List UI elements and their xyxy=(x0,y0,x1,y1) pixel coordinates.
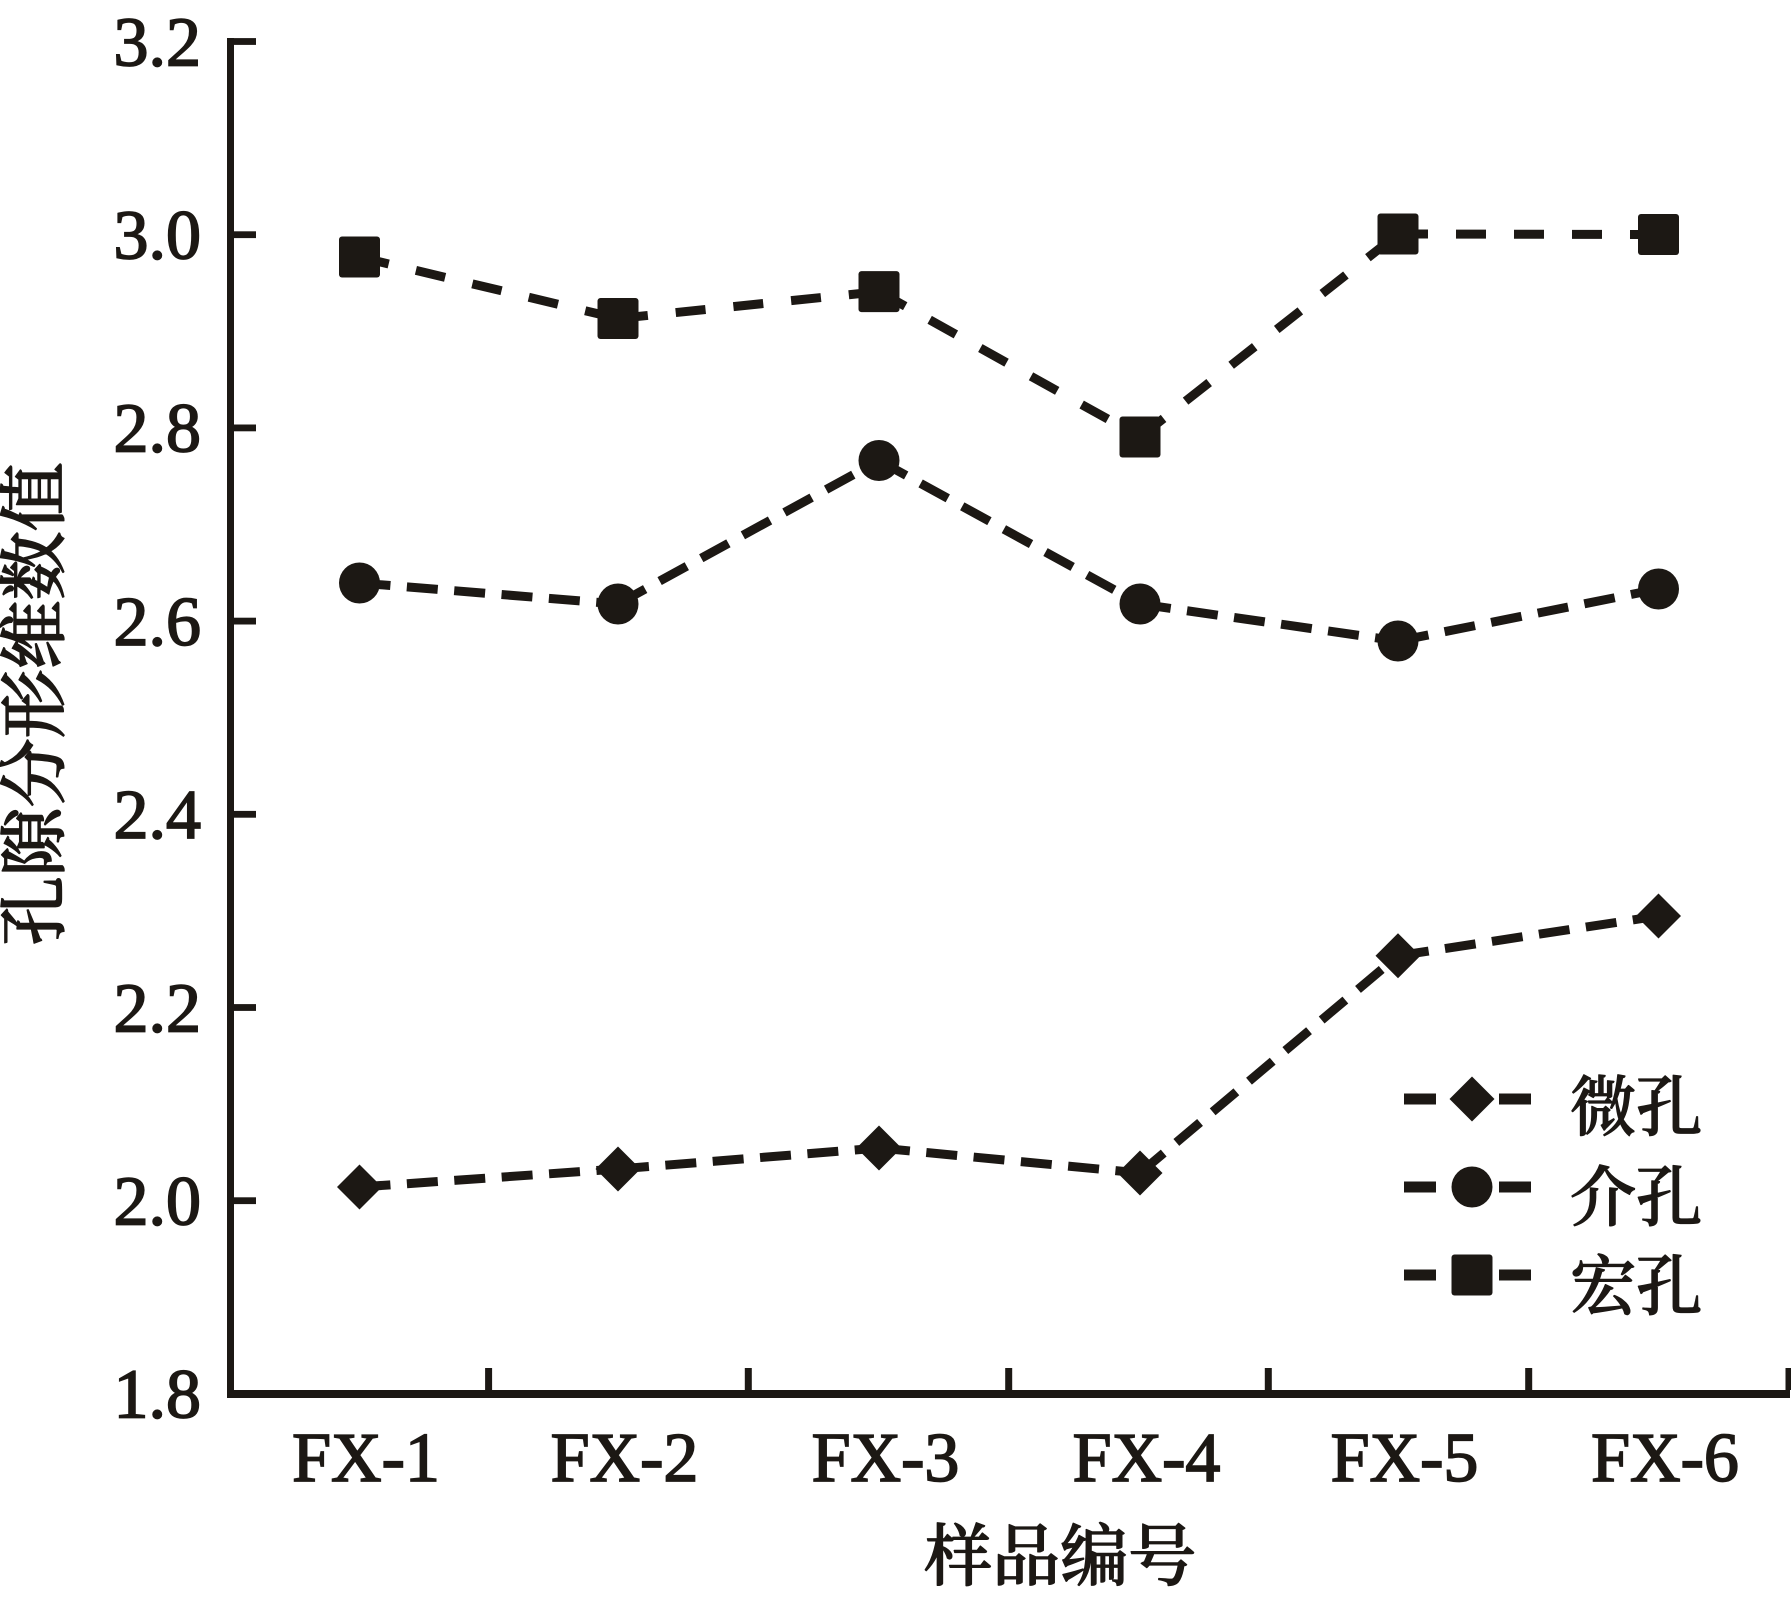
svg-text:2.8: 2.8 xyxy=(114,391,202,468)
svg-text:3.0: 3.0 xyxy=(114,198,202,275)
svg-text:3.2: 3.2 xyxy=(114,4,202,81)
svg-text:FX-6: FX-6 xyxy=(1591,1420,1739,1497)
svg-text:2.6: 2.6 xyxy=(114,584,202,661)
svg-text:FX-4: FX-4 xyxy=(1073,1420,1221,1497)
svg-text:FX-5: FX-5 xyxy=(1331,1420,1479,1497)
svg-text:1.8: 1.8 xyxy=(114,1357,202,1434)
svg-text:FX-3: FX-3 xyxy=(812,1420,960,1497)
svg-text:FX-2: FX-2 xyxy=(551,1420,699,1497)
svg-text:2.4: 2.4 xyxy=(114,777,202,854)
svg-text:2.2: 2.2 xyxy=(114,970,202,1047)
svg-text:FX-1: FX-1 xyxy=(292,1420,440,1497)
svg-text:2.0: 2.0 xyxy=(114,1164,202,1241)
